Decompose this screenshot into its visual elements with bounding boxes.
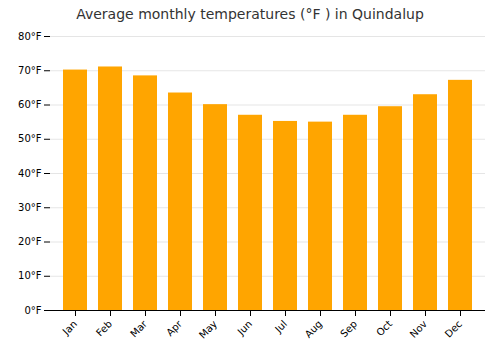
svg-text:Nov: Nov bbox=[408, 318, 430, 340]
svg-text:Jan: Jan bbox=[60, 318, 79, 337]
svg-text:70°F: 70°F bbox=[18, 65, 42, 76]
svg-text:Aug: Aug bbox=[303, 318, 325, 340]
svg-text:0°F: 0°F bbox=[24, 305, 41, 316]
svg-text:50°F: 50°F bbox=[18, 133, 42, 144]
svg-text:May: May bbox=[197, 318, 219, 340]
svg-text:10°F: 10°F bbox=[18, 270, 42, 281]
html-text:Average monthly temperatures (: Average monthly temperatures (°F ) in Qu… bbox=[76, 6, 424, 22]
svg-text:Feb: Feb bbox=[94, 318, 114, 338]
svg-text:80°F: 80°F bbox=[18, 31, 42, 42]
svg-text:Jun: Jun bbox=[235, 318, 255, 338]
svg-text:60°F: 60°F bbox=[18, 99, 42, 110]
svg-text:40°F: 40°F bbox=[18, 168, 42, 179]
svg-text:Apr: Apr bbox=[164, 318, 185, 339]
svg-text:Mar: Mar bbox=[128, 318, 150, 340]
svg-text:Jul: Jul bbox=[272, 318, 289, 335]
svg-text:Sep: Sep bbox=[338, 318, 359, 339]
svg-text:20°F: 20°F bbox=[18, 236, 42, 247]
svg-text:Oct: Oct bbox=[374, 318, 394, 338]
svg-text:Dec: Dec bbox=[443, 318, 464, 339]
svg-text:30°F: 30°F bbox=[18, 202, 42, 213]
